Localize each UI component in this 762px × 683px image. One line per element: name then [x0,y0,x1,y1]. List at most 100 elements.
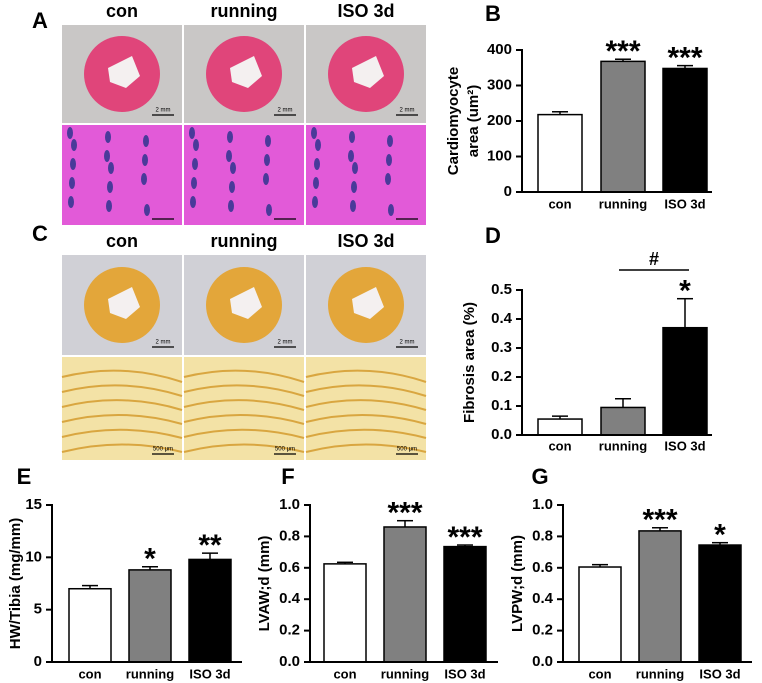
y-tick-label: 0.0 [532,653,553,670]
x-tick-label: ISO 3d [664,438,705,453]
cell-nucleus [311,127,317,139]
bar [537,113,583,193]
cell-nucleus [351,181,357,193]
tissue-fiber [305,414,427,425]
y-axis-label: HW/Tibia (mg/mm) [7,518,24,649]
tissue-fiber [61,369,183,383]
x-tick-label: running [599,196,647,211]
significance-label: *** [642,504,677,537]
error-bar [592,563,608,568]
significance-label: *** [667,42,702,75]
x-tick-label: con [548,438,571,453]
tissue-fiber [305,369,427,383]
error-bar [202,552,218,560]
panel-letter: A [32,8,48,33]
y-tick-label: 0.2 [491,368,512,385]
cell-nucleus [191,177,197,189]
column-label: running [211,1,278,21]
x-tick-label: running [636,666,684,681]
bar [638,530,682,663]
cell-nucleus [263,173,269,185]
y-tick-label: 10 [25,548,42,565]
y-axis-label: LVPW;d (mm) [509,535,526,632]
error-bar [712,541,728,546]
y-tick-label: 0.4 [279,590,301,607]
scale-label: 500 μm [397,447,417,453]
cell-nucleus [108,162,114,174]
bar [600,406,646,436]
tissue-fiber [305,384,427,397]
error-bar [337,561,353,564]
bar [68,587,112,663]
ventricle-lumen [230,287,262,319]
y-tick-label: 0.5 [491,281,512,298]
ventricle-lumen [108,56,140,88]
tissue-fiber [61,428,183,439]
panel-letter: E [17,464,32,489]
cell-nucleus [385,173,391,185]
x-tick-label: ISO 3d [699,666,740,681]
cell-nucleus [227,131,233,143]
bar [600,60,646,193]
cell-nucleus [68,196,74,208]
error-bar [82,584,98,589]
scale-label: 500 μm [275,447,295,453]
cell-nucleus [313,177,319,189]
tissue-fiber [183,399,305,411]
tissue-fiber [183,414,305,425]
y-axis-label: Fibrosis area (%) [461,302,478,423]
y-tick-label: 1.0 [532,496,553,513]
significance-label: * [679,275,691,308]
error-bar [552,415,568,420]
cell-nucleus [143,135,149,147]
tissue-fiber [183,384,305,397]
y-tick-label: 5 [34,601,42,618]
scale-label: 2 mm [400,340,415,346]
y-tick-label: 400 [487,41,512,58]
tissue-fiber [61,399,183,411]
cell-nucleus [141,173,147,185]
y-tick-label: 15 [25,496,42,513]
cell-nucleus [106,200,112,212]
cell-nucleus [142,154,148,166]
bar [443,545,487,663]
x-tick-label: ISO 3d [664,196,705,211]
cell-nucleus [350,200,356,212]
cell-nucleus [352,162,358,174]
error-bar [552,111,568,115]
y-tick-label: 100 [487,147,512,164]
y-tick-label: 0.6 [279,559,300,576]
column-label: running [211,231,278,251]
bar [662,326,708,436]
bar [383,526,427,663]
cell-nucleus [69,177,75,189]
y-tick-label: 0.8 [532,527,553,544]
cell-nucleus [230,162,236,174]
x-tick-label: con [78,666,101,681]
error-bar [677,297,693,328]
image-background [62,125,182,225]
panel-letter: C [32,221,48,246]
cell-nucleus [105,131,111,143]
y-tick-label: 1.0 [279,496,300,513]
column-label: con [106,1,138,21]
column-label: con [106,231,138,251]
significance-label: *** [605,35,640,68]
cell-nucleus [70,158,76,170]
cell-nucleus [228,200,234,212]
cell-nucleus [312,196,318,208]
tissue-fiber [61,443,183,453]
y-tick-label: 0.8 [279,527,300,544]
bar [698,544,742,663]
image-background [62,357,182,460]
scale-label: 2 mm [156,108,171,114]
error-bar [615,58,631,62]
cell-nucleus [190,196,196,208]
y-axis-label: LVAW;d (mm) [256,536,273,632]
cell-nucleus [266,204,272,216]
error-bar [615,398,631,408]
image-background [306,357,426,460]
error-bar [142,566,158,570]
column-label: ISO 3d [337,1,394,21]
